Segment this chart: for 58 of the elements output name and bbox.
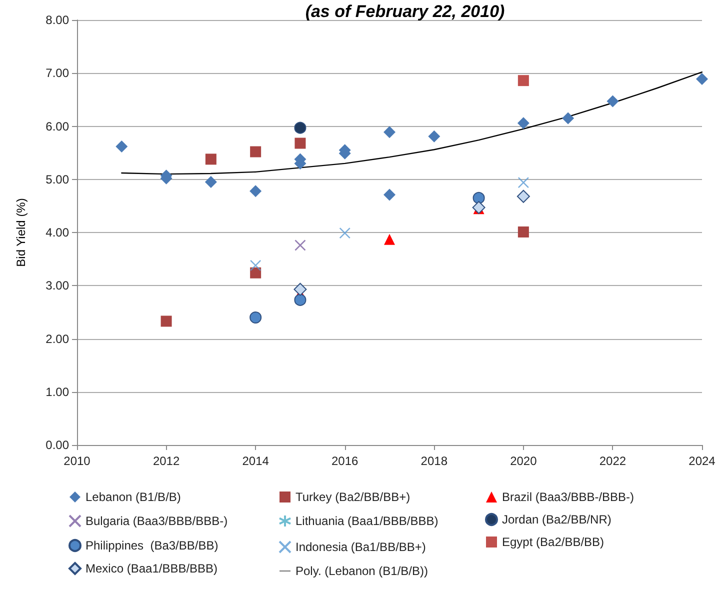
point <box>160 316 172 327</box>
y-axis-title: Bid Yield (%) <box>14 198 28 267</box>
point <box>428 130 440 142</box>
legend-label: Bulgaria (Baa3/BBB/BBB-) <box>86 514 228 528</box>
legend-label: Philippines (Ba3/BB/BB) <box>86 538 218 552</box>
point <box>250 185 262 198</box>
point <box>517 117 530 130</box>
point <box>204 176 217 188</box>
legend-label: Lebanon (B1/B/B) <box>86 490 181 504</box>
legend-label: Lithuania (Baa1/BBB/BBB) <box>296 514 438 528</box>
point <box>516 190 530 203</box>
x-tick-label: 2022 <box>599 454 626 468</box>
point <box>294 138 306 149</box>
x-tick-label: 2020 <box>510 454 538 468</box>
y-tick-label: 7.00 <box>46 66 70 80</box>
x-tick-label: 2014 <box>242 454 270 468</box>
x-tick-label: 2018 <box>420 454 448 468</box>
legend-label: Poly. (Lebanon (B1/B/B)) <box>296 564 428 578</box>
legend-label: Mexico (Baa1/BBB/BBB) <box>86 562 218 576</box>
y-tick-label: 8.00 <box>46 13 70 27</box>
legend-label: Egypt (Ba2/BB/BB) <box>502 535 604 549</box>
point <box>294 282 307 296</box>
chart-title: (as of February 22, 2010) <box>305 2 506 21</box>
point <box>384 188 396 201</box>
y-tick-label: 3.00 <box>46 278 70 293</box>
point <box>518 75 529 86</box>
x-tick-label: 2024 <box>688 454 716 468</box>
point <box>294 294 306 306</box>
x-tick-label: 2010 <box>64 454 91 468</box>
point <box>384 234 395 245</box>
point <box>250 267 262 278</box>
point <box>294 122 306 134</box>
point <box>339 227 351 239</box>
x-tick-label: 2016 <box>332 454 359 468</box>
point <box>518 226 529 238</box>
legend-label: Jordan (Ba2/BB/NR) <box>502 512 612 526</box>
point <box>116 140 128 152</box>
y-tick-label: 6.00 <box>46 119 70 134</box>
legend-label: Brazil (Baa3/BBB-/BBB-) <box>502 490 634 504</box>
point <box>250 312 262 324</box>
point <box>294 240 306 251</box>
y-tick-label: 5.00 <box>46 172 70 186</box>
y-tick-label: 2.00 <box>46 332 70 346</box>
point <box>250 146 262 158</box>
point <box>606 95 619 108</box>
point <box>518 176 530 188</box>
legend-label: Indonesia (Ba1/BB/BB+) <box>296 540 426 554</box>
point <box>205 154 216 165</box>
point <box>696 72 708 85</box>
legend-label: Turkey (Ba2/BB/BB+) <box>296 490 410 504</box>
y-tick-label: 1.00 <box>46 384 70 399</box>
point <box>250 260 262 272</box>
y-tick-label: 4.00 <box>46 226 70 240</box>
point <box>384 126 396 138</box>
x-tick-label: 2012 <box>152 454 180 468</box>
point <box>562 112 574 124</box>
point <box>472 192 485 204</box>
y-tick-label: 0.00 <box>46 438 70 452</box>
